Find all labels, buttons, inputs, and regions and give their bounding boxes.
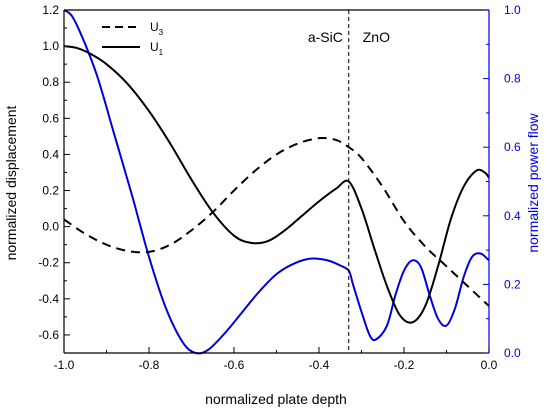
series-line-u3 [63,136,490,307]
y-left-tick-label: 0.4 [42,147,59,161]
annotation-a-sic: a-SiC [308,29,343,45]
annotation-zno: ZnO [363,29,390,45]
axes-layer [63,9,490,354]
y-right-tick-label: 0.4 [504,209,521,223]
x-tick-label: 0.0 [481,358,498,372]
y-left-tick-label: 1.2 [42,3,59,17]
x-tick-label: -0.8 [139,358,160,372]
y-left-tick-label: -0.6 [38,328,59,342]
legend-u1-label: U1 [150,40,164,57]
y-left-tick-label: 0.2 [42,184,59,198]
legend: U3 U1 [102,20,164,57]
y-right-tick-label: 1.0 [504,3,521,17]
legend-u3-sub: 3 [159,28,164,37]
legend-u1-sub: 1 [159,48,164,57]
y-right-tick-label: 0.6 [504,140,521,154]
series-line-power [63,9,490,355]
legend-u1-main: U [150,40,159,54]
y-left-tick-label: 0.8 [42,75,59,89]
y-right-tick-label: 0.2 [504,277,521,291]
x-tick-label: -0.4 [309,358,330,372]
y-left-tick-label: 0.6 [42,111,59,125]
series-layer [63,9,490,355]
y-left-tick-label: 0.0 [42,220,59,234]
y-left-tick-label: 1.0 [42,39,59,53]
y-left-tick-label: -0.4 [38,292,59,306]
series-line-u1 [63,45,490,324]
y-right-axis-title: normalized power flow [525,112,541,252]
legend-u3-label: U3 [150,20,164,37]
y-left-axis-title: normalized displacement [3,105,19,260]
x-tick-label: -1.0 [54,358,75,372]
x-tick-label: -0.2 [394,358,415,372]
x-axis-title: normalized plate depth [205,391,347,407]
x-tick-label: -0.6 [224,358,245,372]
y-left-tick-label: -0.2 [38,256,59,270]
y-right-tick-label: 0.8 [504,72,521,86]
ticks-layer: -1.0 -0.8 -0.6 -0.4 -0.2 0.0 -0.6 -0.4 -0.2 0.0 0.… [38,3,521,372]
legend-u3-main: U [150,20,159,34]
y-right-tick-label: 0.0 [504,346,521,360]
